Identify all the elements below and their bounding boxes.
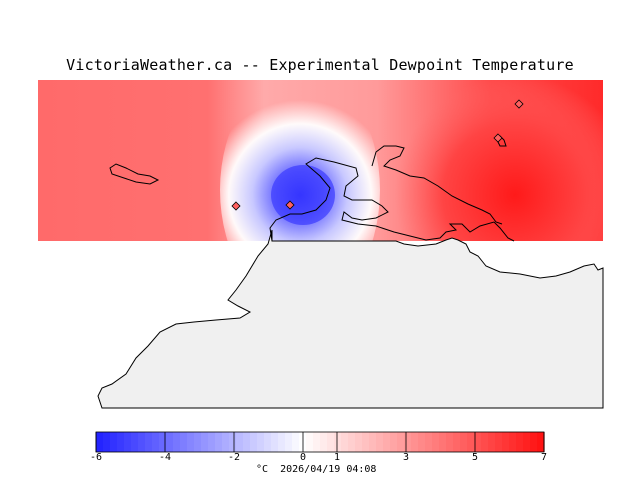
- colorbar-cell: [124, 432, 132, 452]
- page-title: VictoriaWeather.ca -- Experimental Dewpo…: [66, 56, 574, 74]
- colorbar-cell: [306, 432, 314, 452]
- island-west: [109, 163, 160, 185]
- colorbar-cell: [236, 432, 244, 452]
- colorbar-cell: [474, 432, 482, 452]
- colorbar-cell: [292, 432, 300, 452]
- dewpoint-field: [38, 80, 603, 241]
- colorbar-cell: [495, 432, 503, 452]
- colorbar-cell: [537, 432, 545, 452]
- colorbar-cell: [523, 432, 531, 452]
- colorbar-tick-label: 1: [333, 452, 341, 463]
- colorbar-cell: [131, 432, 139, 452]
- colorbar-cell: [488, 432, 496, 452]
- colorbar-cell: [383, 432, 391, 452]
- colorbar-cell: [362, 432, 370, 452]
- colorbar-cell: [516, 432, 524, 452]
- timestamp: 2026/04/19 04:08: [280, 464, 377, 475]
- colorbar-cell: [215, 432, 223, 452]
- colorbar-cell: [341, 432, 349, 452]
- colorbar-cell: [369, 432, 377, 452]
- colorbar-cell: [425, 432, 433, 452]
- diamond-icon[interactable]: [231, 201, 241, 211]
- station-markers: [231, 99, 524, 211]
- colorbar-cell: [159, 432, 167, 452]
- colorbar-cell: [222, 432, 230, 452]
- colorbar-cell: [103, 432, 111, 452]
- colorbar-cell: [439, 432, 447, 452]
- colorbar-cell: [278, 432, 286, 452]
- colorbar-cell: [453, 432, 461, 452]
- diamond-icon[interactable]: [285, 200, 295, 210]
- colorbar-cell: [376, 432, 384, 452]
- colorbar-cell: [509, 432, 517, 452]
- diamond-icon[interactable]: [493, 133, 503, 143]
- colorbar-cell: [502, 432, 510, 452]
- colorbar-cell: [432, 432, 440, 452]
- colorbar-tick-label: 7: [540, 452, 548, 463]
- colorbar-cell: [320, 432, 328, 452]
- colorbar-tick-label: 3: [402, 452, 410, 463]
- colorbar-cell: [110, 432, 118, 452]
- coastline-peninsula: [269, 157, 515, 242]
- colorbar-cell: [187, 432, 195, 452]
- colorbar-cell: [418, 432, 426, 452]
- colorbar-cell: [208, 432, 216, 452]
- colorbar-cell: [117, 432, 125, 452]
- land-mass-south: [97, 229, 604, 409]
- colorbar-cell: [348, 432, 356, 452]
- colorbar-cell: [481, 432, 489, 452]
- colorbar-cell: [194, 432, 202, 452]
- colorbar-cell: [250, 432, 258, 452]
- colorbar-cell: [446, 432, 454, 452]
- colorbar-cell: [243, 432, 251, 452]
- colorbar-tick-label: 5: [471, 452, 479, 463]
- colorbar-tick-label: 0: [299, 452, 307, 463]
- colorbar-cell: [145, 432, 153, 452]
- colorbar-cell: [411, 432, 419, 452]
- colorbar-cell: [285, 432, 293, 452]
- colorbar-cell: [397, 432, 405, 452]
- colorbar-tick-label: -4: [158, 452, 172, 463]
- colorbar-cell: [166, 432, 174, 452]
- colorbar-cell: [173, 432, 181, 452]
- colorbar-tick-label: -2: [227, 452, 241, 463]
- colorbar-cell: [404, 432, 412, 452]
- colorbar-cell: [390, 432, 398, 452]
- colorbar-cell: [180, 432, 188, 452]
- unit-label: °C: [256, 464, 269, 475]
- colorbar-cell: [138, 432, 146, 452]
- colorbar-cell: [530, 432, 538, 452]
- colorbar-cell: [460, 432, 468, 452]
- colorbar-caption: °C 2026/04/19 04:08: [256, 464, 376, 475]
- colorbar-cell: [229, 432, 237, 452]
- colorbar-tick-label: -6: [89, 452, 103, 463]
- colorbar-cell: [334, 432, 342, 452]
- coastline-north-shore: [371, 145, 503, 225]
- colorbar-cell: [201, 432, 209, 452]
- colorbar-cell: [355, 432, 363, 452]
- colorbar-cell: [327, 432, 335, 452]
- colorbar-cell: [264, 432, 272, 452]
- colorbar-cell: [467, 432, 475, 452]
- colorbar-cell: [257, 432, 265, 452]
- colorbar-cell: [313, 432, 321, 452]
- colorbar-cell: [152, 432, 160, 452]
- colorbar-cell: [271, 432, 279, 452]
- colorbar-cell: [96, 432, 104, 452]
- diamond-icon[interactable]: [514, 99, 524, 109]
